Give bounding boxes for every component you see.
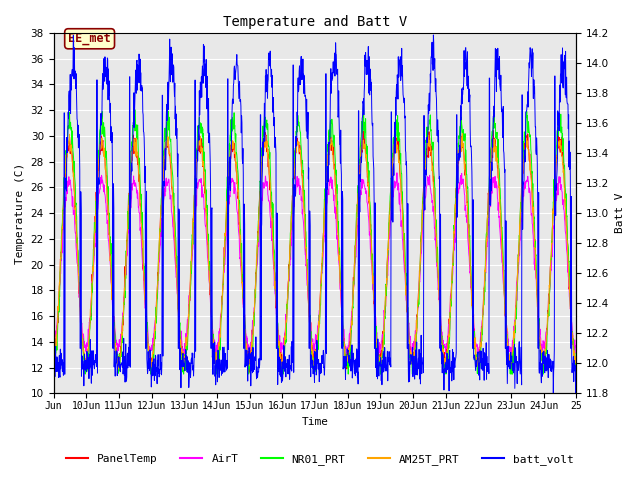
X-axis label: Time: Time (301, 417, 328, 427)
Text: EE_met: EE_met (68, 32, 111, 45)
NR01_PRT (439, 347, 447, 353)
PanelTemp (50, 355, 58, 360)
PanelTemp (301, 225, 309, 231)
AM25T_PRT (50, 355, 58, 360)
Line: batt_volt: batt_volt (54, 35, 577, 394)
AM25T_PRT (180, 366, 188, 372)
PanelTemp (131, 144, 139, 150)
AirT (301, 246, 308, 252)
AirT (131, 181, 139, 187)
NR01_PRT (132, 128, 140, 133)
batt_volt (50, 355, 58, 361)
batt_volt (550, 391, 557, 396)
NR01_PRT (566, 303, 574, 309)
PanelTemp (515, 241, 523, 247)
AirT (508, 353, 515, 359)
batt_volt (131, 83, 139, 88)
PanelTemp (490, 128, 497, 133)
AirT (393, 170, 401, 176)
batt_volt (515, 345, 523, 350)
AirT (515, 251, 523, 256)
batt_volt (566, 173, 574, 179)
AirT (573, 338, 580, 344)
PanelTemp (292, 152, 300, 157)
AM25T_PRT (131, 143, 139, 148)
Line: AirT: AirT (54, 173, 577, 356)
batt_volt (301, 94, 308, 99)
AM25T_PRT (301, 239, 309, 245)
NR01_PRT (573, 361, 580, 367)
NR01_PRT (301, 212, 309, 217)
AirT (566, 306, 574, 312)
PanelTemp (573, 366, 580, 372)
NR01_PRT (292, 145, 300, 151)
Y-axis label: Temperature (C): Temperature (C) (15, 163, 25, 264)
batt_volt (291, 193, 299, 199)
NR01_PRT (81, 371, 89, 377)
PanelTemp (566, 300, 574, 306)
NR01_PRT (50, 363, 58, 369)
Legend: PanelTemp, AirT, NR01_PRT, AM25T_PRT, batt_volt: PanelTemp, AirT, NR01_PRT, AM25T_PRT, ba… (61, 450, 579, 469)
batt_volt (438, 370, 446, 376)
Line: NR01_PRT: NR01_PRT (54, 103, 577, 374)
AM25T_PRT (566, 306, 574, 312)
AM25T_PRT (438, 346, 446, 352)
Title: Temperature and Batt V: Temperature and Batt V (223, 15, 407, 29)
PanelTemp (277, 371, 285, 377)
AM25T_PRT (573, 355, 580, 360)
Line: PanelTemp: PanelTemp (54, 131, 577, 374)
NR01_PRT (360, 100, 367, 106)
AM25T_PRT (515, 239, 523, 244)
Line: AM25T_PRT: AM25T_PRT (54, 133, 577, 369)
PanelTemp (438, 336, 446, 341)
NR01_PRT (515, 232, 523, 238)
batt_volt (429, 32, 437, 38)
AM25T_PRT (292, 154, 300, 159)
AirT (438, 339, 446, 345)
AM25T_PRT (458, 131, 466, 136)
Y-axis label: Batt V: Batt V (615, 193, 625, 233)
batt_volt (573, 368, 580, 374)
AirT (50, 343, 58, 348)
AirT (291, 191, 299, 196)
